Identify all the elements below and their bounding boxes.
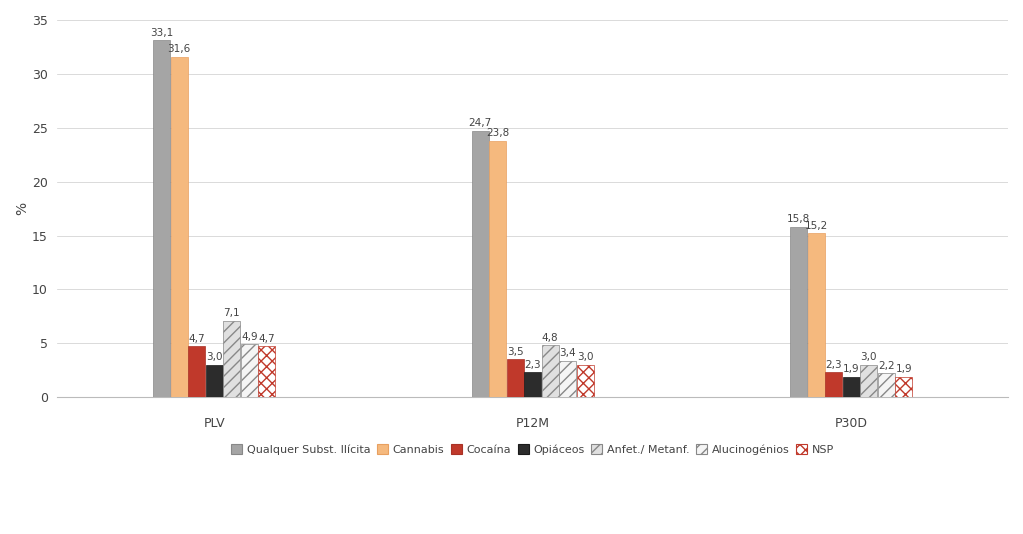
- Text: P12M: P12M: [516, 417, 549, 429]
- Text: 2,3: 2,3: [826, 360, 842, 370]
- Text: 2,2: 2,2: [878, 361, 894, 371]
- Bar: [153, 41, 170, 397]
- Bar: [895, 376, 913, 397]
- Bar: [524, 372, 541, 397]
- Bar: [807, 233, 825, 397]
- Bar: [843, 376, 859, 397]
- Bar: [171, 57, 188, 397]
- Text: 31,6: 31,6: [168, 44, 191, 54]
- Text: 15,8: 15,8: [787, 214, 810, 224]
- Text: 1,9: 1,9: [895, 364, 913, 374]
- Text: 3,5: 3,5: [506, 347, 524, 357]
- Text: 4,7: 4,7: [259, 334, 275, 344]
- Text: 2,3: 2,3: [525, 360, 541, 370]
- Text: 7,1: 7,1: [223, 308, 240, 318]
- Bar: [560, 360, 576, 397]
- Text: 3,4: 3,4: [560, 348, 576, 358]
- Bar: [206, 365, 223, 397]
- Text: 3,0: 3,0: [860, 352, 877, 362]
- Text: 33,1: 33,1: [150, 28, 173, 38]
- Text: 15,2: 15,2: [804, 221, 828, 231]
- Text: 4,8: 4,8: [542, 333, 559, 343]
- Bar: [240, 344, 258, 397]
- Text: PLV: PLV: [204, 417, 225, 429]
- Bar: [188, 347, 206, 397]
- Bar: [790, 227, 807, 397]
- Bar: [860, 365, 878, 397]
- Bar: [489, 140, 506, 397]
- Bar: [878, 373, 895, 397]
- Text: 3,0: 3,0: [206, 352, 222, 362]
- Bar: [577, 365, 593, 397]
- Text: 1,9: 1,9: [843, 364, 859, 374]
- Legend: Qualquer Subst. Ilícita, Cannabis, Cocaína, Opiáceos, Anfet./ Metanf., Alucinogé: Qualquer Subst. Ilícita, Cannabis, Cocaí…: [227, 440, 839, 459]
- Bar: [258, 347, 275, 397]
- Text: P30D: P30D: [835, 417, 868, 429]
- Bar: [541, 345, 559, 397]
- Text: 4,9: 4,9: [241, 332, 258, 342]
- Y-axis label: %: %: [15, 202, 29, 215]
- Text: 3,0: 3,0: [577, 352, 593, 362]
- Text: 24,7: 24,7: [469, 119, 492, 128]
- Bar: [472, 131, 489, 397]
- Bar: [506, 359, 524, 397]
- Bar: [826, 372, 842, 397]
- Text: 23,8: 23,8: [486, 128, 509, 138]
- Text: 4,7: 4,7: [188, 334, 205, 344]
- Bar: [223, 320, 240, 397]
